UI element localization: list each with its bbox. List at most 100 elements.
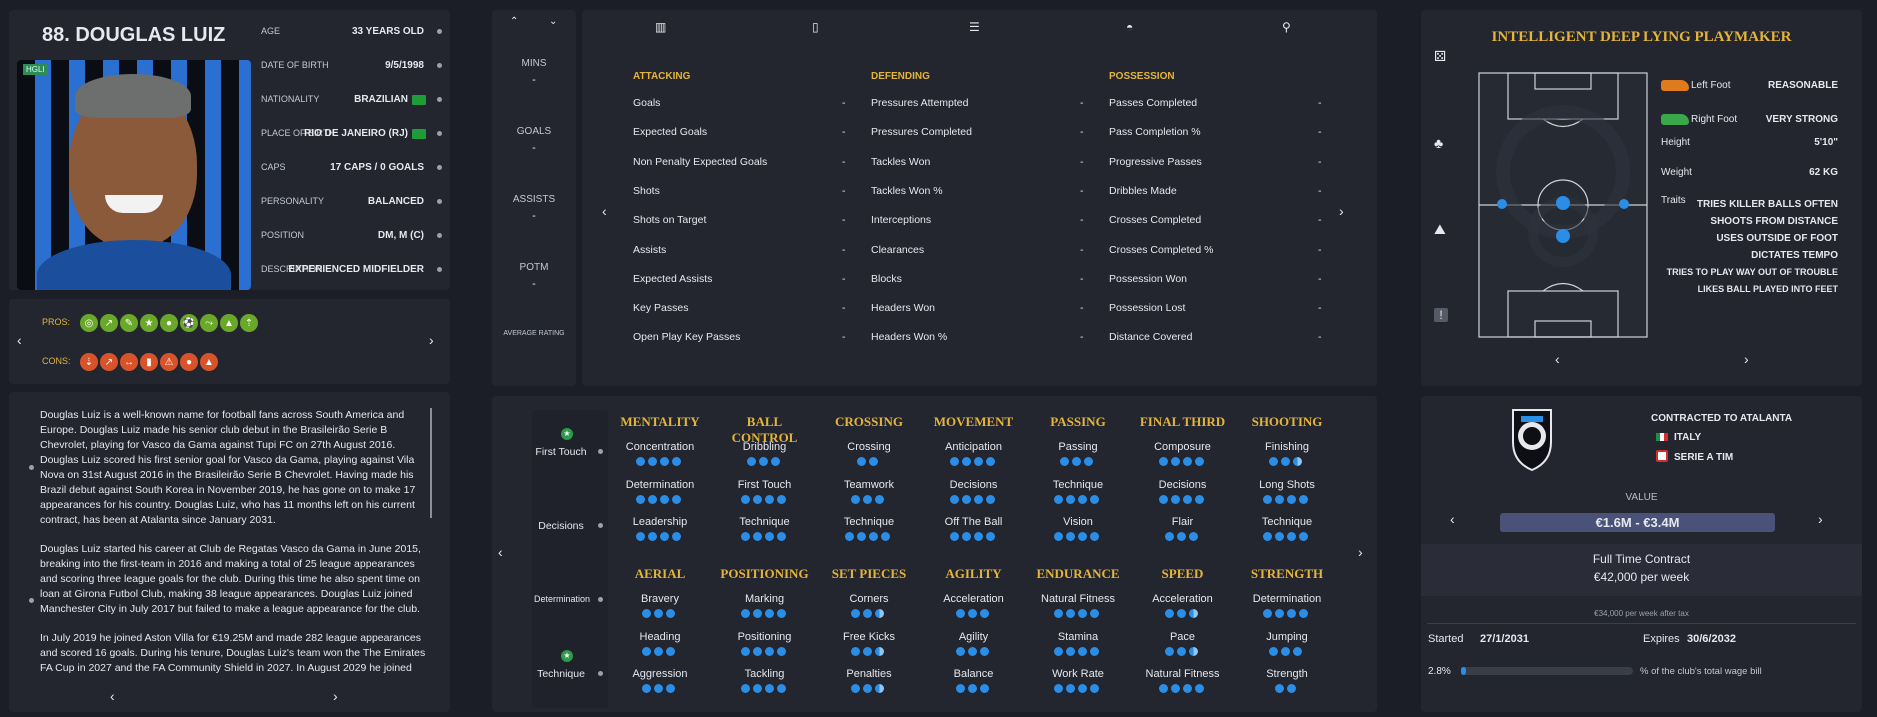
rating-dot (1054, 684, 1063, 693)
started-label: Started (1428, 633, 1464, 645)
stat-label: Blocks (871, 272, 902, 285)
prev-arrow[interactable]: ‹ (17, 332, 22, 348)
flask-icon[interactable]: ▲ (200, 353, 218, 371)
tactics-icon[interactable]: ⚄ (1434, 48, 1447, 64)
tab-bar: ▥ ▯ ☰ ◓ ⚲ (582, 20, 1377, 42)
rating-dot (666, 684, 675, 693)
star-icon: ★ (561, 650, 573, 662)
stat-label: Headers Won % (871, 331, 948, 344)
next-arrow[interactable]: › (429, 332, 434, 348)
attr-group-title: POSITIONING (720, 566, 809, 581)
chart-icon[interactable]: ↗ (100, 353, 118, 371)
target-icon[interactable]: ◎ (80, 314, 98, 332)
attr-rating (1237, 646, 1337, 656)
next-arrow[interactable]: › (1744, 351, 1749, 367)
stat-label: Open Play Key Passes (633, 331, 741, 344)
card-icon[interactable]: ▮ (140, 353, 158, 371)
arrows-icon[interactable]: ↔ (120, 353, 138, 371)
role-panel: INTELLIGENT DEEP LYING PLAYMAKER ⚄ ♣ ⛰ !… (1421, 10, 1862, 386)
league-icon (1656, 450, 1668, 462)
attr-rating (924, 494, 1024, 504)
stat-label: Headers Won (871, 302, 936, 315)
rating-dot (776, 646, 786, 656)
attr-rating (924, 646, 1024, 656)
next-arrow[interactable]: › (1818, 511, 1823, 527)
rating-dot (863, 609, 872, 618)
prev-arrow[interactable]: ‹ (110, 688, 115, 704)
cone-icon[interactable]: ▲ (220, 314, 238, 332)
attr-rating (715, 609, 815, 618)
head-icon[interactable]: ● (160, 314, 178, 332)
pass-icon[interactable]: ⤳ (200, 314, 218, 332)
stat-label: Passes Completed (1109, 97, 1198, 109)
rating-dot (776, 494, 786, 504)
attr-label: Technique (1052, 478, 1104, 491)
stat-value: - (842, 214, 846, 227)
stat-value: - (1080, 97, 1084, 109)
prev-arrow[interactable]: ‹ (1555, 351, 1560, 367)
next-arrow[interactable]: › (1339, 203, 1344, 219)
trait-item: DICTATES TEMPO (1751, 250, 1838, 261)
detail-label: POSITION (261, 230, 305, 240)
strength-icon[interactable]: ⇣ (80, 353, 98, 371)
alert-icon[interactable]: ! (1434, 308, 1448, 322)
stat-value: - (1080, 184, 1084, 197)
rating-dot (740, 609, 750, 618)
mountain-icon[interactable]: ⛰ (1434, 221, 1446, 237)
traits-label: Traits (1661, 195, 1686, 206)
rating-dot (973, 494, 983, 504)
trait-item: USES OUTSIDE OF FOOT (1716, 233, 1838, 244)
list-icon[interactable]: ☰ (969, 20, 980, 34)
rating-dot (1299, 532, 1308, 541)
runner-icon[interactable]: ⚲ (1282, 20, 1291, 34)
next-arrow[interactable]: › (333, 688, 338, 704)
attr-label: Penalties (846, 668, 892, 680)
trait-item: TRIES KILLER BALLS OFTEN (1696, 199, 1838, 210)
stat-value: - (842, 126, 846, 139)
rating-dot (961, 532, 971, 541)
rating-dot (1158, 494, 1168, 504)
left-foot-label: Left Foot (1691, 80, 1731, 91)
pros-icons: ◎ ↗ ✎ ★ ● ⚽ ⤳ ▲ ⇡ (80, 314, 260, 332)
position-dot (1556, 229, 1570, 243)
rating-dot (1066, 494, 1075, 504)
bio-scrollbar[interactable] (430, 408, 432, 518)
attr-label: Positioning (737, 630, 792, 643)
prev-arrow[interactable]: ‹ (602, 203, 607, 219)
attr-label: First Touch (737, 478, 792, 491)
stat-label: Shots on Target (633, 214, 707, 227)
ball-icon[interactable]: ⚽ (180, 314, 198, 332)
rating-dot (642, 609, 651, 618)
run-icon[interactable]: ↗ (100, 314, 118, 332)
tackle-icon[interactable]: ⇡ (240, 314, 258, 332)
rating-dot (752, 494, 762, 504)
bio-text[interactable]: Douglas Luiz is a well-known name for fo… (40, 408, 433, 674)
next-arrow[interactable]: › (1358, 544, 1363, 560)
chevron-down-icon[interactable]: ⌄ (549, 16, 558, 27)
pitch (1478, 72, 1648, 338)
plant-icon[interactable]: ♣ (1434, 135, 1444, 151)
rating-dot (636, 457, 645, 466)
document-icon[interactable]: ▯ (812, 20, 819, 34)
attr-label: Vision (1063, 516, 1093, 528)
prev-arrow[interactable]: ‹ (498, 544, 503, 560)
star-icon[interactable]: ★ (140, 314, 158, 332)
helmet-icon[interactable]: ◓ (1126, 20, 1134, 34)
whistle-icon[interactable]: ● (180, 353, 198, 371)
attr-label: Decisions (1158, 478, 1207, 491)
boot-icon[interactable]: ✎ (120, 314, 138, 332)
detail-dot (437, 165, 442, 170)
stat-value: - (1318, 302, 1322, 315)
expires-label: Expires (1643, 633, 1680, 645)
bar-chart-icon[interactable]: ▥ (655, 20, 667, 34)
foul-icon[interactable]: ⚠ (160, 353, 178, 371)
rating-dot (672, 457, 681, 466)
season-value: - (532, 142, 536, 154)
stat-value: - (1080, 331, 1084, 344)
rating-dot (851, 494, 860, 504)
prev-arrow[interactable]: ‹ (1450, 511, 1455, 527)
rating-dot (1066, 646, 1075, 656)
detail-dot (437, 97, 442, 102)
attr-rating (1237, 494, 1337, 504)
collapse-icon[interactable]: ⌃ (510, 16, 519, 27)
